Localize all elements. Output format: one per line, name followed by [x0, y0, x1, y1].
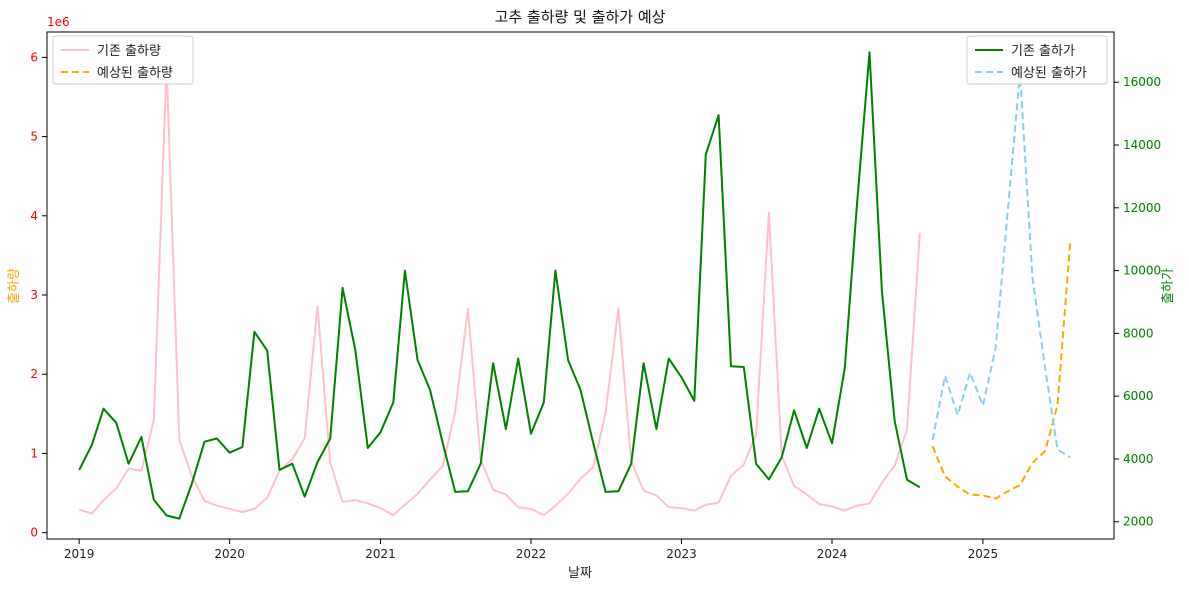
right-tick-label-7: 16000: [1123, 75, 1161, 89]
x-tick-label-6: 2025: [968, 547, 999, 561]
series-line-2: [78, 51, 921, 520]
x-tick-label-0: 2019: [64, 547, 95, 561]
left-tick-label-3: 3: [30, 288, 38, 302]
right-axis-title: 출하가: [1161, 268, 1176, 304]
right-tick-label-5: 12000: [1123, 201, 1161, 215]
left-axis-title: 출하량: [7, 268, 22, 304]
right-tick-label-4: 10000: [1123, 264, 1161, 278]
chart-title: 고추 출하량 및 출하가 예상: [495, 8, 666, 26]
x-tick-label-1: 2020: [214, 547, 245, 561]
legend-left-label-1: 예상된 출하량: [97, 66, 173, 81]
left-tick-label-1: 1: [30, 446, 38, 460]
left-axis-offset-text: 1e6: [47, 15, 70, 29]
right-tick-label-6: 14000: [1123, 138, 1161, 152]
legend-right-label-1: 예상된 출하가: [1011, 66, 1087, 81]
left-tick-label-4: 4: [30, 209, 38, 223]
left-tick-label-5: 5: [30, 130, 38, 144]
right-tick-label-0: 2000: [1123, 515, 1154, 529]
x-tick-label-4: 2023: [666, 547, 697, 561]
plot-frame: [46, 31, 1115, 540]
x-tick-label-2: 2021: [365, 547, 396, 561]
marks-layer: [78, 51, 1072, 520]
axes-layer: 2019 2020 2021 2022 2023 2024 2025 0 1 2 3 4 5 6 2000 4…: [30, 50, 1161, 561]
left-tick-label-0: 0: [30, 526, 38, 540]
x-tick-label-3: 2022: [516, 547, 547, 561]
left-tick-label-2: 2: [30, 367, 38, 381]
series-line-0: [78, 63, 921, 517]
legend-left-label-0: 기존 출하량: [97, 44, 161, 59]
x-tick-label-5: 2024: [817, 547, 848, 561]
series-line-3: [931, 71, 1071, 459]
right-tick-label-2: 6000: [1123, 389, 1154, 403]
left-tick-label-6: 6: [30, 50, 38, 64]
x-axis-title: 날짜: [568, 566, 592, 581]
right-tick-label-3: 8000: [1123, 326, 1154, 340]
legend-right-label-0: 기존 출하가: [1011, 44, 1075, 59]
series-line-1: [931, 241, 1072, 500]
right-tick-label-1: 4000: [1123, 452, 1154, 466]
